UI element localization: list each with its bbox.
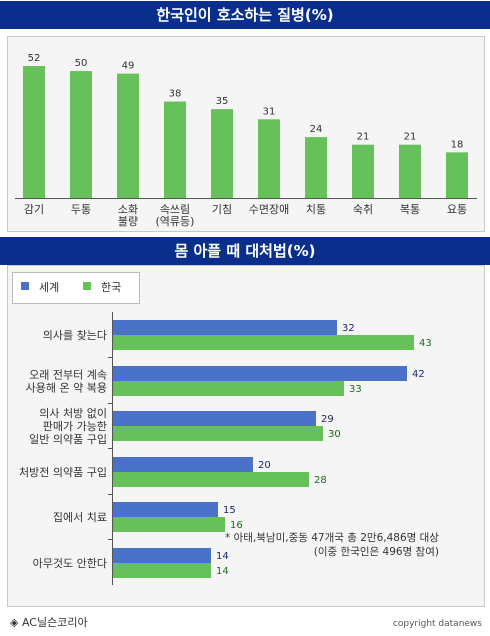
- x-tick-label: 불량: [118, 215, 138, 228]
- bar: [113, 502, 218, 517]
- data-label: 49: [122, 61, 135, 72]
- bar: [117, 73, 139, 198]
- data-label: 50: [75, 58, 88, 69]
- data-label: 35: [216, 96, 229, 107]
- bottom-chart-title: 몸 아플 때 대처법(%): [0, 237, 490, 265]
- top-chart-title: 한국인이 호소하는 질병(%): [0, 1, 490, 29]
- x-tick-label: 속쓰림: [160, 203, 190, 216]
- copyright-label: copyright datanews: [392, 619, 482, 629]
- data-label: 29: [321, 414, 334, 425]
- x-tick-label: 감기: [24, 203, 44, 216]
- chart-legend: 세계 한국: [12, 272, 140, 304]
- data-label: 31: [263, 106, 276, 117]
- x-tick-label: 치통: [306, 203, 326, 216]
- bar: [70, 71, 92, 198]
- bar: [113, 472, 309, 487]
- y-tick-label: 의사 처방 없이: [39, 407, 107, 420]
- x-tick-label: 두통: [71, 203, 91, 216]
- legend-korea-label: 한국: [101, 281, 122, 294]
- legend-korea-swatch: [83, 282, 91, 290]
- y-tick-label: 집에서 치료: [53, 511, 107, 524]
- bar: [113, 320, 337, 335]
- bar: [113, 563, 211, 578]
- source-label: ◈ AC닐슨코리아: [10, 616, 88, 629]
- y-tick-label: 의사를 찾는다: [43, 329, 107, 342]
- x-tick-label: 복통: [400, 203, 420, 216]
- data-label: 16: [230, 520, 243, 531]
- y-tick-label: 일반 의약품 구입: [29, 432, 107, 446]
- bar: [113, 381, 344, 396]
- data-label: 15: [223, 505, 236, 516]
- data-label: 32: [342, 323, 355, 334]
- bar: [211, 109, 233, 198]
- survey-note-line2: (이중 한국인은 496명 참여): [313, 546, 439, 558]
- bar: [399, 144, 421, 198]
- bar: [164, 101, 186, 198]
- survey-note: * 아태,북남미,중동 47개국 총 2만6,486명 대상 (이중 한국인은 …: [225, 531, 439, 559]
- bar: [113, 335, 414, 350]
- bar: [113, 517, 225, 532]
- data-label: 14: [216, 551, 229, 562]
- y-tick-label: 사용해 온 약 복용: [26, 381, 107, 395]
- data-label: 42: [412, 369, 425, 380]
- data-label: 21: [357, 132, 370, 143]
- data-label: 38: [169, 89, 182, 100]
- x-tick-label: 숙취: [353, 203, 373, 216]
- bar: [352, 144, 374, 198]
- survey-note-line1: * 아태,북남미,중동 47개국 총 2만6,486명 대상: [225, 532, 439, 544]
- x-tick-label: 기침: [212, 203, 232, 216]
- bar: [113, 457, 253, 472]
- data-label: 24: [310, 124, 323, 135]
- bar: [113, 548, 211, 563]
- x-tick-label: (역류등): [156, 215, 195, 228]
- bar: [23, 66, 45, 198]
- data-label: 18: [451, 139, 464, 150]
- bar: [258, 119, 280, 198]
- bar: [113, 366, 407, 381]
- y-tick-label: 판매가 가능한: [43, 420, 107, 433]
- bar: [113, 411, 316, 426]
- x-tick-label: 수면장애: [249, 203, 289, 216]
- x-tick-label: 소화: [118, 203, 138, 216]
- y-tick-label: 오래 전부터 계속: [29, 369, 107, 382]
- data-label: 20: [258, 460, 271, 471]
- bar: [113, 426, 323, 441]
- data-label: 21: [404, 132, 417, 143]
- y-tick-label: 아무것도 안한다: [33, 557, 107, 570]
- data-label: 33: [349, 384, 362, 395]
- x-tick-label: 요통: [447, 203, 467, 216]
- legend-world-label: 세계: [39, 281, 60, 294]
- data-label: 14: [216, 566, 229, 577]
- data-label: 28: [314, 475, 327, 486]
- data-label: 30: [328, 429, 341, 440]
- bar: [446, 152, 468, 198]
- data-label: 52: [28, 53, 41, 64]
- y-tick-label: 처방전 의약품 구입: [19, 465, 107, 479]
- bar: [305, 137, 327, 198]
- data-label: 43: [419, 338, 432, 349]
- legend-world-swatch: [21, 282, 29, 290]
